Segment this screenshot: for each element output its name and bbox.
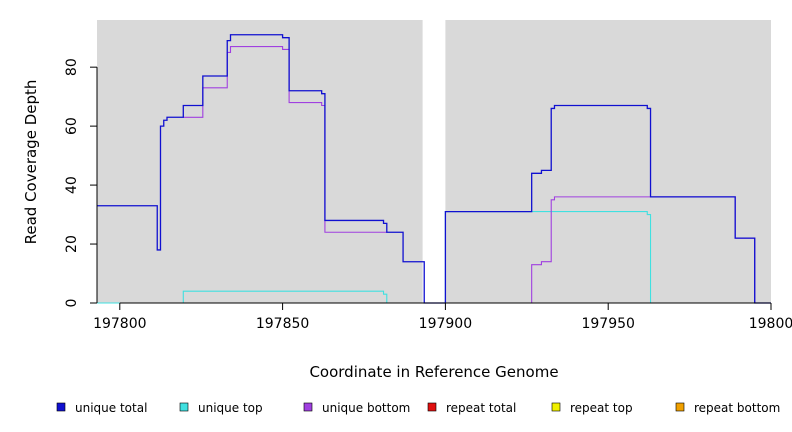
y-tick-label: 0 xyxy=(64,299,80,308)
x-tick-label: 197850 xyxy=(256,316,309,332)
legend-swatch xyxy=(56,402,66,412)
x-axis: 197800 197850 197900 197950 19800 xyxy=(93,302,792,332)
y-axis: 0 20 40 60 80 xyxy=(64,58,98,308)
legend-label: unique total xyxy=(75,401,147,415)
legend-swatch xyxy=(179,402,189,412)
legend-item-repeat-top: repeat top xyxy=(551,401,633,415)
legend-item-repeat-bottom: repeat bottom xyxy=(675,401,780,415)
x-axis-title: Coordinate in Reference Genome xyxy=(309,363,558,381)
legend-swatch xyxy=(303,402,313,412)
legend-label: repeat total xyxy=(446,401,516,415)
legend-item-repeat-total: repeat total xyxy=(427,401,516,415)
series-line-unique-bottom-upper xyxy=(183,45,387,233)
legend-swatch xyxy=(675,402,685,412)
gap-region xyxy=(422,20,446,303)
legend-label: unique top xyxy=(198,401,263,415)
series-line-unique-total xyxy=(97,34,771,304)
legend: unique total unique top unique bottom repea… xyxy=(56,401,780,415)
legend-label: repeat bottom xyxy=(694,401,780,415)
x-tick-label: 19800 xyxy=(749,316,792,332)
legend-swatch xyxy=(427,402,437,412)
legend-item-unique-bottom: unique bottom xyxy=(303,401,410,415)
legend-label: unique bottom xyxy=(322,401,410,415)
y-axis-title: Read Coverage Depth xyxy=(22,80,40,245)
x-tick-label: 197800 xyxy=(93,316,146,332)
x-tick-label: 197950 xyxy=(581,316,634,332)
y-tick-label: 60 xyxy=(64,117,80,135)
legend-swatch xyxy=(551,402,561,412)
y-tick-label: 80 xyxy=(64,58,80,76)
y-tick-label: 20 xyxy=(64,235,80,253)
x-tick-label: 197900 xyxy=(419,316,472,332)
y-tick-label: 40 xyxy=(64,176,80,194)
legend-item-unique-total: unique total xyxy=(56,401,147,415)
legend-item-unique-top: unique top xyxy=(179,401,263,415)
legend-label: repeat top xyxy=(570,401,633,415)
